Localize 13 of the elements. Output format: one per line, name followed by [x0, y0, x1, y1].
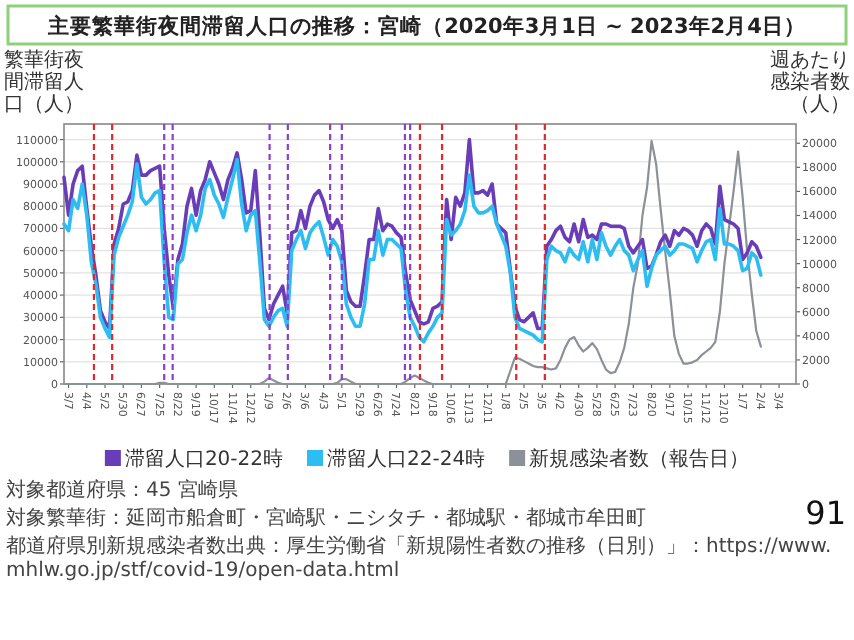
chart-title: 主要繁華街夜間滞留人口の推移：宮崎（2020年3月1日 ~ 2023年2月4日） [46, 13, 806, 39]
y2-axis-title: 週あたり感染者数（人） [770, 50, 850, 116]
text: 対象都道府県：45 宮崎県 [6, 478, 238, 502]
y-axis-title: 繁華街夜間滞留人口（人） [4, 48, 84, 116]
text: 対象繁華街：延岡市船倉町・宮崎駅・ニシタチ・都城駅・都城市牟田町 [6, 506, 646, 530]
legend-label: 新規感染者数（報告日） [529, 447, 750, 471]
line-series [62, 137, 763, 331]
legend-label: 滞留人口22-24時 [327, 447, 486, 471]
text: 91 [805, 494, 846, 532]
line-series [62, 157, 763, 344]
legend-label: 滞留人口20-22時 [124, 447, 283, 471]
line-series [62, 139, 762, 386]
text: 都道府県別新規感染者数出典：厚生労働省「新規陽性者数の推移（日別）」：https://www.mhlw.go.jp/stf/covid-19/open-data.html [6, 534, 832, 582]
